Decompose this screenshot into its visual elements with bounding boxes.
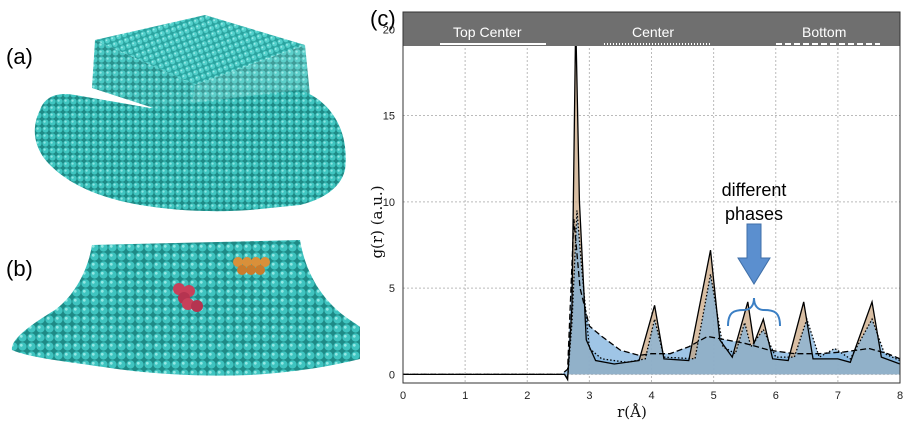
structure-a-crystal-right [190, 45, 310, 120]
series-line-bottom [403, 219, 901, 376]
x-tick-label: 0 [400, 390, 406, 402]
panel-label-a: (a) [6, 44, 33, 69]
highlight-cluster-red [173, 283, 203, 312]
x-tick-label: 7 [835, 390, 841, 402]
y-tick-label: 20 [383, 24, 395, 36]
annotation-arrow [737, 223, 771, 285]
panel-label-b: (b) [6, 256, 33, 281]
annotation-brace [727, 297, 781, 327]
y-axis-title: g(r) (a.u.) [368, 185, 386, 258]
structure-a-crystal-left [92, 40, 195, 120]
plot-frame [402, 11, 901, 384]
x-tick-labels: 0 1 2 3 4 5 6 7 8 [400, 390, 903, 402]
x-tick-label: 4 [648, 390, 654, 402]
panel-label-c: (c) [370, 6, 396, 31]
series-lines [403, 20, 901, 382]
x-tick-label: 5 [711, 390, 717, 402]
x-tick-label: 2 [524, 390, 530, 402]
y-tick-label: 5 [389, 283, 395, 295]
highlight-cluster-orange [233, 257, 270, 275]
annotation-phases: phases [725, 204, 783, 224]
legend-top-center-label: Top Center [453, 24, 522, 40]
x-tick-label: 8 [897, 390, 903, 402]
structure-a-crystal-top [95, 15, 305, 85]
y-tick-label: 15 [383, 111, 395, 123]
structure-a-base [34, 90, 346, 212]
x-axis-title: r(Å) [617, 403, 647, 421]
annotation-different: different [722, 180, 787, 200]
y-tick-label: 0 [389, 369, 395, 381]
y-tick-labels: 0 5 10 15 20 [383, 24, 395, 381]
x-tick-label: 3 [586, 390, 592, 402]
x-tick-label: 1 [462, 390, 468, 402]
rdf-chart: (c) Top Center Center Bottom 0 1 2 3 4 5 6 7 8 0… [368, 6, 903, 421]
legend-bar [403, 12, 900, 46]
atomic-structures-illustration [11, 15, 360, 376]
legend-center-label: Center [632, 24, 674, 40]
legend-bottom-label: Bottom [802, 24, 846, 40]
series-line-top-center [403, 20, 901, 382]
x-tick-label: 6 [773, 390, 779, 402]
y-tick-label: 10 [383, 197, 395, 209]
